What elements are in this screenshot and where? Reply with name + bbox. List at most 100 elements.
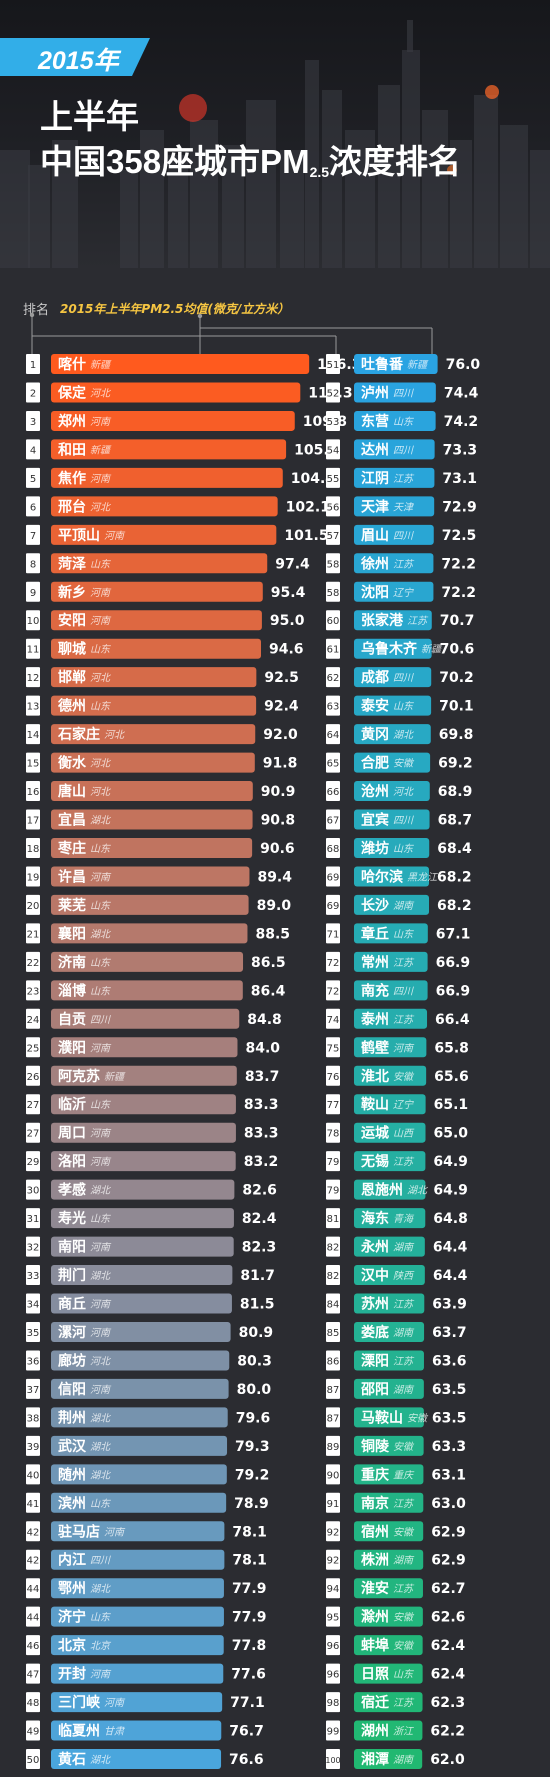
value-label: 77.8 xyxy=(232,1638,267,1654)
rank-label: 82 xyxy=(327,1243,340,1254)
bar xyxy=(354,1663,423,1684)
bar xyxy=(51,410,295,431)
rank-badge xyxy=(326,1407,340,1428)
bar xyxy=(51,382,301,403)
bar xyxy=(51,923,248,944)
chart-row: 48 三门峡 河南 77.1 xyxy=(26,1692,265,1713)
value-label: 83.3 xyxy=(244,1126,279,1142)
province-label: 山东 xyxy=(90,957,111,969)
value-label: 63.1 xyxy=(431,1467,466,1483)
city-label: 济南 xyxy=(58,954,86,971)
chart-row: 69 长沙 湖南 68.2 xyxy=(326,894,472,915)
chart-row: 39 武汉 湖北 79.3 xyxy=(26,1435,270,1456)
province-label: 河北 xyxy=(393,786,414,798)
skyline-building xyxy=(120,170,138,268)
rank-badge xyxy=(326,1464,340,1485)
chart-row: 58 徐州 江苏 72.2 xyxy=(326,553,476,574)
city-label: 汉中 xyxy=(361,1267,389,1284)
chart-row: 4 和田 新疆 105.9 xyxy=(26,439,338,460)
city-label: 宿迁 xyxy=(361,1694,389,1711)
value-label: 62.0 xyxy=(430,1752,465,1768)
province-label: 湖北 xyxy=(90,1754,111,1766)
chart-row: 17 宜昌 湖北 90.8 xyxy=(26,809,295,830)
rank-label: 44 xyxy=(27,1613,40,1624)
province-label: 四川 xyxy=(393,388,414,399)
rank-badge xyxy=(326,1151,340,1172)
bar xyxy=(51,1549,225,1570)
province-label: 江苏 xyxy=(393,1299,415,1311)
city-label: 眉山 xyxy=(361,528,389,544)
province-label: 江苏 xyxy=(407,615,429,627)
rank-badge xyxy=(26,1635,40,1656)
city-label: 三门峡 xyxy=(58,1694,101,1711)
province-label: 安徽 xyxy=(393,1526,415,1538)
rank-badge xyxy=(26,496,40,517)
rank-badge xyxy=(26,1236,40,1257)
rank-label: 90 xyxy=(327,1470,340,1481)
rank-label: 35 xyxy=(27,1328,40,1339)
rank-label: 23 xyxy=(27,986,40,997)
province-label: 湖北 xyxy=(90,815,111,827)
province-label: 山东 xyxy=(90,900,111,912)
chart-row: 79 无锡 江苏 64.9 xyxy=(326,1151,468,1172)
rank-badge xyxy=(26,1749,40,1770)
rank-label: 13 xyxy=(27,702,40,713)
bar xyxy=(354,866,430,887)
rank-badge xyxy=(326,1549,340,1570)
rank-label: 3 xyxy=(30,417,36,428)
rank-label: 10 xyxy=(27,616,40,627)
province-label: 山东 xyxy=(393,843,414,855)
bar xyxy=(51,1606,224,1627)
chart-row: 25 濮阳 河南 84.0 xyxy=(26,1037,280,1058)
value-label: 79.2 xyxy=(235,1467,270,1483)
value-label: 63.7 xyxy=(432,1325,467,1341)
rank-label: 2 xyxy=(30,388,36,399)
bar xyxy=(51,439,287,460)
rank-badge xyxy=(326,1008,340,1029)
bar xyxy=(354,1378,424,1399)
rank-badge xyxy=(26,781,40,802)
skyline-building xyxy=(422,110,448,268)
value-label: 76.0 xyxy=(446,357,481,373)
bar xyxy=(354,667,432,688)
value-label: 80.3 xyxy=(237,1353,272,1369)
bar xyxy=(51,1350,230,1371)
value-label: 72.2 xyxy=(441,585,476,601)
province-label: 重庆 xyxy=(393,1469,415,1481)
city-label: 郑州 xyxy=(58,413,86,430)
chart-row: 71 章丘 山东 67.1 xyxy=(326,923,470,944)
rank-label: 91 xyxy=(327,1499,340,1510)
bar xyxy=(51,1065,237,1086)
province-label: 河北 xyxy=(90,387,111,399)
province-label: 河南 xyxy=(90,1156,112,1168)
rank-badge xyxy=(326,980,340,1001)
city-label: 武汉 xyxy=(58,1438,87,1455)
city-label: 阿克苏 xyxy=(58,1068,100,1085)
province-label: 甘肃 xyxy=(104,1726,125,1738)
rank-badge xyxy=(26,1578,40,1599)
chart-row: 86 溧阳 江苏 63.6 xyxy=(326,1350,467,1371)
chart-row: 31 寿光 山东 82.4 xyxy=(26,1208,277,1229)
province-label: 江苏 xyxy=(393,1697,415,1709)
title-subscript: 2.5 xyxy=(309,164,330,180)
bar xyxy=(354,1578,423,1599)
value-label: 102.1 xyxy=(286,499,330,515)
rank-label: 79 xyxy=(327,1157,340,1168)
skyline-building xyxy=(168,155,188,268)
city-label: 潍坊 xyxy=(361,840,389,857)
chart-row: 75 鹤壁 河南 65.8 xyxy=(326,1037,469,1058)
value-label: 84.8 xyxy=(247,1012,282,1028)
province-label: 湖南 xyxy=(393,1555,415,1567)
rank-label: 86 xyxy=(327,1356,340,1367)
province-label: 江苏 xyxy=(393,1156,415,1168)
bar xyxy=(354,837,430,858)
province-label: 山东 xyxy=(393,928,414,940)
rank-label: 15 xyxy=(27,759,40,770)
value-label: 65.1 xyxy=(434,1097,469,1113)
chart-row: 19 许昌 河南 89.4 xyxy=(26,866,292,887)
skyline-building xyxy=(322,90,342,268)
province-label: 河南 xyxy=(90,1669,112,1681)
city-label: 邢台 xyxy=(57,498,86,515)
value-label: 62.9 xyxy=(431,1553,466,1569)
value-label: 101.5 xyxy=(284,528,328,544)
